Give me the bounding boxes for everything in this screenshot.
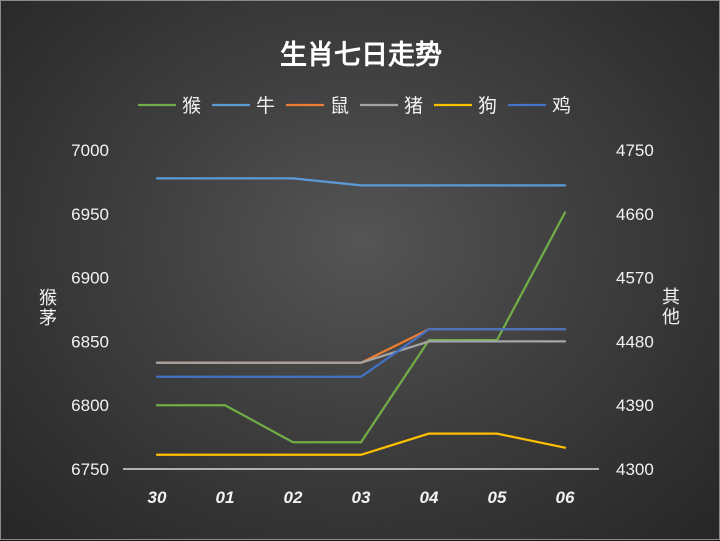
right-tick-label: 4570: [616, 269, 654, 288]
legend-label: 鸡: [552, 95, 571, 117]
legend-label: 狗: [478, 95, 497, 117]
series-line: [155, 328, 567, 378]
left-tick-label: 6800: [71, 396, 109, 415]
right-axis-title: 其他: [662, 287, 680, 328]
legend: 猴牛鼠猪狗鸡: [138, 95, 571, 117]
right-tick-label: 4480: [616, 332, 654, 351]
left-tick-label: 6750: [71, 460, 109, 479]
left-tick-label: 6900: [71, 269, 109, 288]
category-axis-ticks: 30 01 02 03 04 05 06: [148, 488, 575, 507]
chart-title: 生肖七日走势: [280, 40, 442, 71]
left-axis-ticks: 6750 6800 6850 6900 6950 7000: [71, 141, 109, 479]
category-tick-label: 06: [556, 488, 575, 507]
category-tick-label: 04: [420, 488, 439, 507]
right-tick-label: 4660: [616, 205, 654, 224]
legend-label: 猪: [404, 95, 423, 117]
series-line: [155, 328, 567, 364]
series-line: [155, 432, 567, 456]
left-axis-title: 猴茅: [39, 288, 57, 329]
right-tick-label: 4300: [616, 460, 654, 479]
category-tick-label: 30: [148, 488, 167, 507]
category-tick-label: 01: [216, 488, 235, 507]
series-line: [155, 211, 567, 444]
series-lines: [155, 177, 567, 456]
right-tick-label: 4390: [616, 396, 654, 415]
category-tick-label: 05: [488, 488, 507, 507]
right-tick-label: 4750: [616, 141, 654, 160]
legend-label: 猴: [182, 95, 201, 117]
category-tick-label: 02: [284, 488, 303, 507]
legend-label: 牛: [256, 95, 275, 117]
left-tick-label: 6950: [71, 205, 109, 224]
category-tick-label: 03: [352, 488, 371, 507]
left-tick-label: 7000: [71, 141, 109, 160]
left-tick-label: 6850: [71, 332, 109, 351]
legend-label: 鼠: [330, 95, 349, 117]
series-line: [155, 177, 567, 187]
right-axis-ticks: 4300 4390 4480 4570 4660 4750: [616, 141, 654, 479]
series-line: [155, 340, 567, 364]
